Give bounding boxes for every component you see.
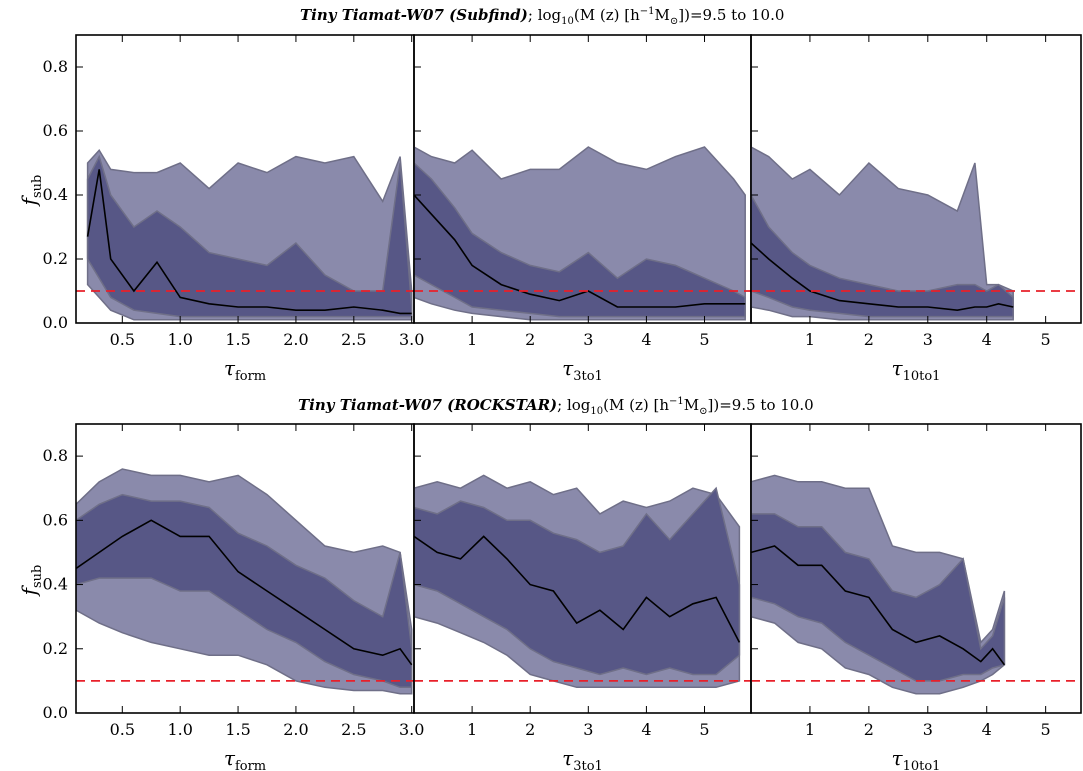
x-axis-label-subscript: form <box>235 759 266 771</box>
plot-area <box>76 468 414 695</box>
y-tick-label: 0.4 <box>43 575 68 594</box>
y-tick-label: 0.2 <box>43 639 68 658</box>
x-tick-label: 1.0 <box>167 720 192 739</box>
x-tick-label: 4 <box>641 330 651 349</box>
x-axis-label-subscript: 3to1 <box>573 759 603 771</box>
inner-band <box>414 161 746 318</box>
x-axis-label: τform <box>224 746 266 771</box>
x-axis-label: τ10to1 <box>892 746 941 771</box>
plot-area <box>751 146 1081 321</box>
plot-area <box>76 148 414 321</box>
x-tick-label: 5 <box>1041 330 1051 349</box>
x-axis-label-symbol: τ <box>892 356 904 380</box>
x-tick-label: 2 <box>525 330 535 349</box>
panel-bottom-right: 1 2 3 4 5 τ10to1 <box>750 423 1082 771</box>
median-line <box>414 535 741 643</box>
x-tick-label: 2 <box>864 720 874 739</box>
plot-area <box>414 474 751 689</box>
x-axis-label-symbol: τ <box>562 356 574 380</box>
y-tick-label: 0.2 <box>43 249 68 268</box>
x-tick-label: 1 <box>805 330 815 349</box>
median-line <box>751 545 1006 666</box>
row-title-bottom: Tiny Tiamat-W07 (ROCKSTAR); log10(M (z) … <box>298 396 814 417</box>
inner-band <box>414 486 741 676</box>
inner-band <box>751 194 1014 318</box>
panel-bottom-middle: 1 2 3 4 5 τ3to1 <box>413 423 752 771</box>
x-axis-label: τ3to1 <box>562 746 603 771</box>
x-axis-label-symbol: τ <box>224 746 236 770</box>
x-axis-label-subscript: 10to1 <box>903 369 941 384</box>
x-tick-label: 5 <box>1041 720 1051 739</box>
x-tick-label: 3 <box>583 720 593 739</box>
x-tick-label: 1 <box>467 720 477 739</box>
x-axis-label-subscript: 10to1 <box>903 759 941 771</box>
x-tick-label: 2.0 <box>283 720 308 739</box>
panel-bottom-left: 0.5 1.0 1.5 2.0 2.5 3.0 0.0 0.2 0.4 0.6 0.8 τform <box>43 423 424 771</box>
x-axis-label: τ10to1 <box>892 356 941 384</box>
panel-top-right: 1 2 3 4 5 τ10to1 <box>750 34 1082 384</box>
median-line <box>751 242 1014 312</box>
x-tick-label: 2.5 <box>341 720 366 739</box>
y-tick-label: 0.0 <box>43 313 68 332</box>
plot-area <box>751 474 1081 695</box>
x-axis-label-symbol: τ <box>892 746 904 770</box>
x-tick-label: 1.5 <box>225 720 250 739</box>
x-tick-label: 0.5 <box>110 330 135 349</box>
x-tick-label: 4 <box>982 330 992 349</box>
y-axis-label-top: fsub <box>17 175 45 208</box>
x-tick-label: 1 <box>805 720 815 739</box>
median-line <box>76 519 413 666</box>
x-tick-label: 1.5 <box>225 330 250 349</box>
x-axis-label-symbol: τ <box>562 746 574 770</box>
panel-top-left: 0.5 1.0 1.5 2.0 2.5 3.0 0.0 0.2 0.4 0.6 0.8 τform <box>43 34 424 384</box>
x-tick-label: 3 <box>923 720 933 739</box>
x-tick-label: 2.0 <box>283 330 308 349</box>
x-tick-label: 3 <box>583 330 593 349</box>
y-tick-label: 0.8 <box>43 446 68 465</box>
y-tick-label: 0.0 <box>43 703 68 722</box>
panel-top-middle: 1 2 3 4 5 τ3to1 <box>413 34 752 384</box>
x-axis-label-subscript: 3to1 <box>573 369 603 384</box>
y-axis-label-bottom: fsub <box>17 565 45 598</box>
plot-area <box>414 146 751 321</box>
y-tick-label: 0.4 <box>43 185 68 204</box>
x-tick-label: 3.0 <box>399 720 424 739</box>
x-tick-label: 2 <box>864 330 874 349</box>
y-tick-label: 0.6 <box>43 121 68 140</box>
x-tick-label: 1.0 <box>167 330 192 349</box>
x-tick-label: 3.0 <box>399 330 424 349</box>
x-axis-label: τform <box>224 356 266 384</box>
x-tick-label: 2 <box>525 720 535 739</box>
x-axis-label-subscript: form <box>235 369 266 384</box>
y-tick-label: 0.6 <box>43 510 68 529</box>
x-tick-label: 4 <box>641 720 651 739</box>
x-axis-label: τ3to1 <box>562 356 603 384</box>
x-tick-label: 5 <box>699 330 709 349</box>
x-tick-label: 5 <box>699 720 709 739</box>
x-tick-label: 4 <box>982 720 992 739</box>
median-line <box>86 169 412 315</box>
x-axis-label-symbol: τ <box>224 356 236 380</box>
panel-frame <box>750 423 1082 714</box>
inner-band <box>76 493 413 689</box>
x-tick-label: 2.5 <box>341 330 366 349</box>
panel-frame <box>750 34 1082 324</box>
row-title-top: Tiny Tiamat-W07 (Subfind); log10(M (z) [… <box>300 6 784 27</box>
median-line <box>414 194 746 308</box>
x-tick-label: 1 <box>467 330 477 349</box>
x-tick-label: 3 <box>923 330 933 349</box>
y-tick-label: 0.8 <box>43 57 68 76</box>
x-tick-label: 0.5 <box>110 720 135 739</box>
